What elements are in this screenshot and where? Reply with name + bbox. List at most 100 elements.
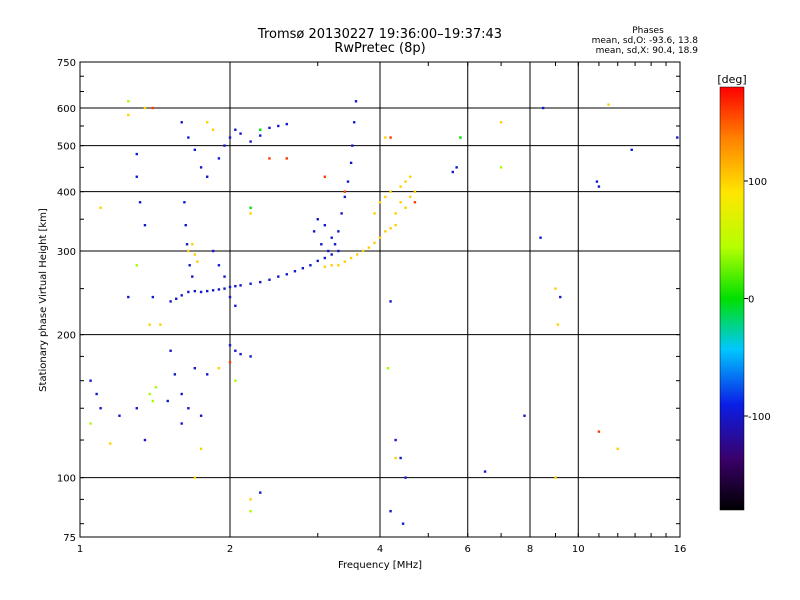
data-point <box>337 249 340 253</box>
stats-title: Phases <box>632 26 664 36</box>
data-point <box>118 414 121 417</box>
data-point <box>413 190 417 193</box>
data-point <box>323 265 327 268</box>
data-point <box>199 447 203 451</box>
data-point <box>199 290 203 294</box>
y-tick-label: 400 <box>57 188 76 199</box>
y-tick-label: 750 <box>57 58 76 69</box>
data-point <box>323 256 327 260</box>
data-point <box>630 148 633 152</box>
data-point <box>205 175 209 178</box>
data-point <box>268 157 271 160</box>
data-point <box>384 195 387 199</box>
data-point <box>135 264 138 267</box>
data-point <box>389 190 392 193</box>
data-point <box>499 166 503 169</box>
data-point <box>180 422 183 425</box>
data-point <box>135 407 138 410</box>
y-tick-label: 75 <box>63 533 76 544</box>
data-point <box>193 366 197 370</box>
grid-lines <box>80 62 680 537</box>
data-point <box>259 491 262 494</box>
data-point <box>373 212 376 215</box>
x-tick-label: 1 <box>77 544 83 555</box>
data-point <box>148 392 151 396</box>
y-tick-label: 300 <box>57 247 76 258</box>
data-point <box>268 126 271 130</box>
data-point <box>409 195 412 199</box>
data-point <box>205 289 209 293</box>
data-point <box>138 201 142 204</box>
y-tick-label: 600 <box>57 104 76 115</box>
data-point <box>205 121 209 124</box>
data-point <box>228 344 232 347</box>
data-point <box>175 297 178 300</box>
data-point <box>389 509 392 513</box>
data-point <box>394 224 397 227</box>
data-point <box>151 399 155 403</box>
data-point <box>187 290 190 294</box>
data-point <box>349 256 353 260</box>
data-point <box>249 206 252 209</box>
x-tick-label: 4 <box>377 544 383 555</box>
data-point <box>351 144 354 147</box>
data-point <box>352 121 356 124</box>
data-point <box>217 157 221 160</box>
colorbar-ticks: 100 0 -100 <box>744 177 771 423</box>
data-point <box>337 264 340 267</box>
data-point <box>394 212 397 215</box>
data-point <box>249 140 252 143</box>
data-point <box>389 136 392 139</box>
data-point <box>211 289 215 292</box>
data-point <box>499 121 503 124</box>
data-point <box>173 373 177 376</box>
data-point <box>355 253 359 256</box>
data-point <box>343 190 347 193</box>
data-point <box>285 122 288 126</box>
data-point <box>184 224 187 227</box>
data-point <box>394 438 397 442</box>
data-point <box>346 180 350 183</box>
colorbar-tick-label: 100 <box>748 177 767 188</box>
chart-title: Tromsø 20130227 19:36:00–19:37:43 <box>257 27 502 42</box>
data-point <box>249 498 252 501</box>
data-point <box>180 392 183 396</box>
x-tick-label: 10 <box>572 544 585 555</box>
data-point <box>199 166 203 169</box>
data-point <box>249 355 252 358</box>
data-point <box>89 422 92 425</box>
data-point <box>337 230 340 233</box>
data-point <box>394 456 397 460</box>
data-point <box>459 136 462 139</box>
data-point <box>180 294 183 297</box>
data-point <box>151 295 155 299</box>
data-point <box>259 128 262 131</box>
data-point <box>316 259 319 263</box>
data-point <box>199 414 203 417</box>
data-point <box>151 106 155 110</box>
data-point <box>340 212 343 215</box>
data-point <box>223 275 226 278</box>
data-point <box>89 379 92 382</box>
x-tick-label: 6 <box>465 544 471 555</box>
data-point <box>595 180 599 183</box>
data-point <box>367 246 371 249</box>
data-point <box>389 227 392 230</box>
data-point <box>143 224 147 227</box>
data-point <box>384 230 387 233</box>
data-point <box>539 236 542 239</box>
colorbar-tick-label: 0 <box>748 295 754 306</box>
data-point <box>249 212 252 215</box>
stats-line-o: mean, sd,O: -93.6, 13.8 <box>592 36 699 46</box>
data-point <box>320 243 323 246</box>
data-point <box>483 470 487 473</box>
data-point <box>159 323 162 326</box>
data-point <box>249 282 252 285</box>
colorbar <box>719 86 745 511</box>
x-tick-labels: 1 2 4 6 8 10 16 <box>77 544 687 555</box>
data-point <box>127 100 130 103</box>
data-point <box>676 136 679 139</box>
data-point <box>187 407 190 410</box>
data-point <box>312 230 316 233</box>
data-point <box>343 195 347 199</box>
